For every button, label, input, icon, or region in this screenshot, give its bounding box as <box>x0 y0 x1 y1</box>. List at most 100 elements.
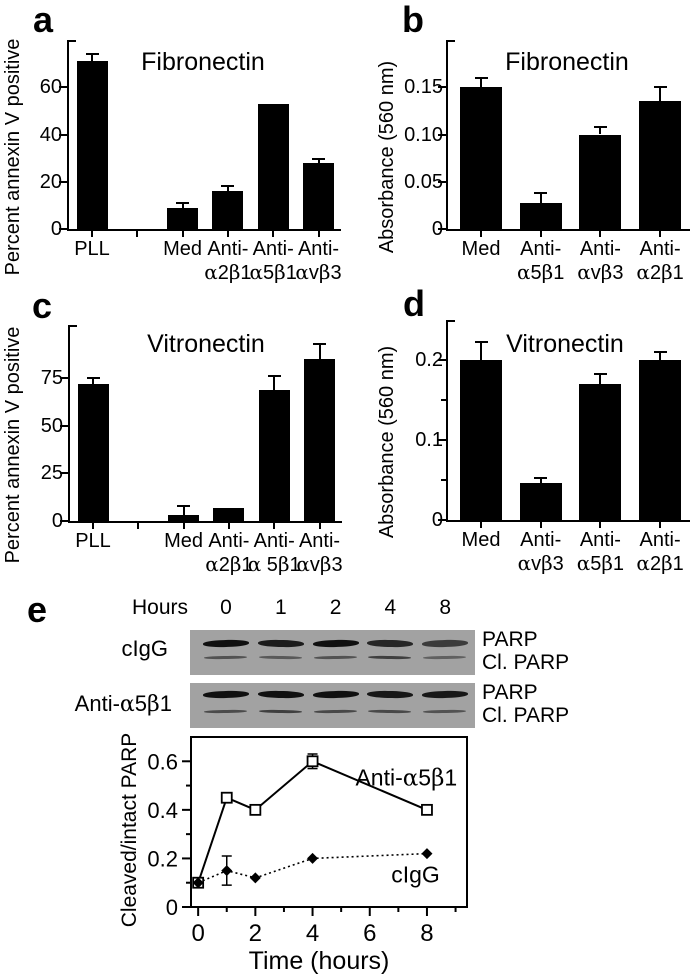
y-tick-label: 50 <box>40 414 63 437</box>
bar <box>258 389 290 521</box>
bar <box>639 101 682 229</box>
error-bar-stem <box>318 344 321 360</box>
marker-filled-diamond <box>221 865 233 877</box>
x-tick <box>599 231 602 237</box>
marker-filled-diamond <box>307 852 319 864</box>
bar <box>77 383 109 521</box>
x-tick-label: 2 <box>249 920 262 947</box>
error-bar-stem <box>599 126 602 135</box>
y-tick <box>438 228 446 230</box>
blot-band-parp <box>312 638 359 648</box>
x-tick <box>273 523 276 529</box>
blot-band-parp <box>257 690 304 698</box>
blot-band-parp <box>422 638 469 648</box>
panel-letter-d: d <box>403 283 425 324</box>
y-axis-label: Absorbance (560 nm) <box>376 345 398 539</box>
marker-filled-diamond <box>421 848 433 860</box>
blot-band-cleaved-parp <box>203 709 248 713</box>
blot-lane-hour-label: 8 <box>439 596 452 619</box>
error-bar-cap <box>534 477 548 480</box>
x-category-label: Med <box>461 238 501 260</box>
error-bar-stem <box>317 159 320 163</box>
blot-lane-hour-label: 0 <box>220 596 232 619</box>
blot-band-cleaved-parp <box>423 709 467 713</box>
x-category-label: Med <box>461 529 501 551</box>
blot-band-parp <box>257 639 304 647</box>
blot-band-cleaved-parp <box>313 655 357 659</box>
y-axis <box>446 320 448 522</box>
error-bar-cap <box>653 86 667 89</box>
blot-band-cleaved-parp <box>313 709 357 713</box>
blot-band-parp <box>367 639 414 647</box>
x-tick <box>92 523 94 529</box>
x-tick <box>272 231 275 237</box>
x-category-label: Anti-αvβ3 <box>517 529 564 575</box>
x-tick <box>599 522 602 528</box>
error-bar-cap <box>267 375 281 378</box>
blot-band-parp <box>202 689 250 699</box>
error-bar-cap <box>176 202 190 204</box>
x-tick <box>659 522 662 528</box>
error-bar-stem <box>182 505 185 516</box>
x-category-label: Med <box>163 238 203 260</box>
y-tick-label: 0 <box>50 218 62 240</box>
error-bar-stem <box>659 87 662 102</box>
y-axis-end-tick <box>448 40 455 42</box>
bar <box>639 360 682 520</box>
error-bar-cap <box>312 158 325 161</box>
x-tick-label: 0 <box>191 920 204 947</box>
error-bar-cap <box>221 185 235 188</box>
x-category-label: Anti-α 5β1 <box>247 530 301 576</box>
y-tick-label: 0.2 <box>147 846 178 871</box>
x-category-label: Anti-α2β1 <box>205 530 253 576</box>
y-tick-label: 0 <box>51 510 63 532</box>
chart-title: Fibronectin <box>141 48 265 76</box>
x-tick <box>539 522 542 528</box>
error-bar-cap <box>177 504 191 507</box>
x-axis <box>446 229 690 231</box>
y-axis <box>446 40 448 231</box>
x-axis <box>68 521 343 523</box>
bar <box>579 134 622 229</box>
y-tick <box>60 520 68 522</box>
y-tick <box>438 439 446 441</box>
x-tick <box>136 231 139 237</box>
blot-row-label: Anti-α5β1 <box>74 691 172 717</box>
x-category-label: Anti-αvβ3 <box>296 530 343 576</box>
error-bar-cap <box>593 373 607 376</box>
error-bar-cap <box>474 76 488 79</box>
y-tick-label: 0.2 <box>415 349 443 371</box>
y-axis-label: Percent annexin V positive <box>2 38 24 275</box>
blot-band-label: PARP <box>482 681 538 704</box>
bar <box>76 61 108 229</box>
bar <box>167 207 199 229</box>
y-tick <box>441 399 446 401</box>
line-chart-svg: 0 2 4 6 8 0 0.2 0.4 0.6 Time (hours) Cleaved/intac… <box>120 733 468 975</box>
blot-image <box>190 683 475 728</box>
y-axis-label: Absorbance (560 nm) <box>376 60 398 253</box>
y-axis-end-tick <box>70 325 77 327</box>
x-tick <box>480 522 482 528</box>
y-tick <box>60 377 68 380</box>
x-tick <box>226 231 229 237</box>
x-category-label: Anti-α2β1 <box>636 529 684 575</box>
error-bar-stem <box>226 186 229 192</box>
blot-band-cleaved-parp <box>368 709 412 713</box>
y-axis-end-tick <box>69 40 76 42</box>
blot-lane-hour-label: 1 <box>274 596 287 619</box>
blot-lane-hour-label: 4 <box>384 596 397 619</box>
y-axis <box>68 325 70 523</box>
bar <box>460 87 502 229</box>
bar <box>168 515 200 521</box>
error-bar-stem <box>91 54 93 62</box>
error-bar-stem <box>539 193 542 203</box>
y-tick <box>60 472 68 475</box>
y-tick <box>59 86 67 89</box>
y-tick <box>441 479 446 481</box>
x-tick <box>137 523 140 529</box>
x-category-label: PLL <box>75 530 111 552</box>
marker-open-square <box>249 803 262 816</box>
y-tick-label: 25 <box>40 462 63 485</box>
error-bar-stem <box>273 376 276 390</box>
x-tick <box>91 231 93 237</box>
